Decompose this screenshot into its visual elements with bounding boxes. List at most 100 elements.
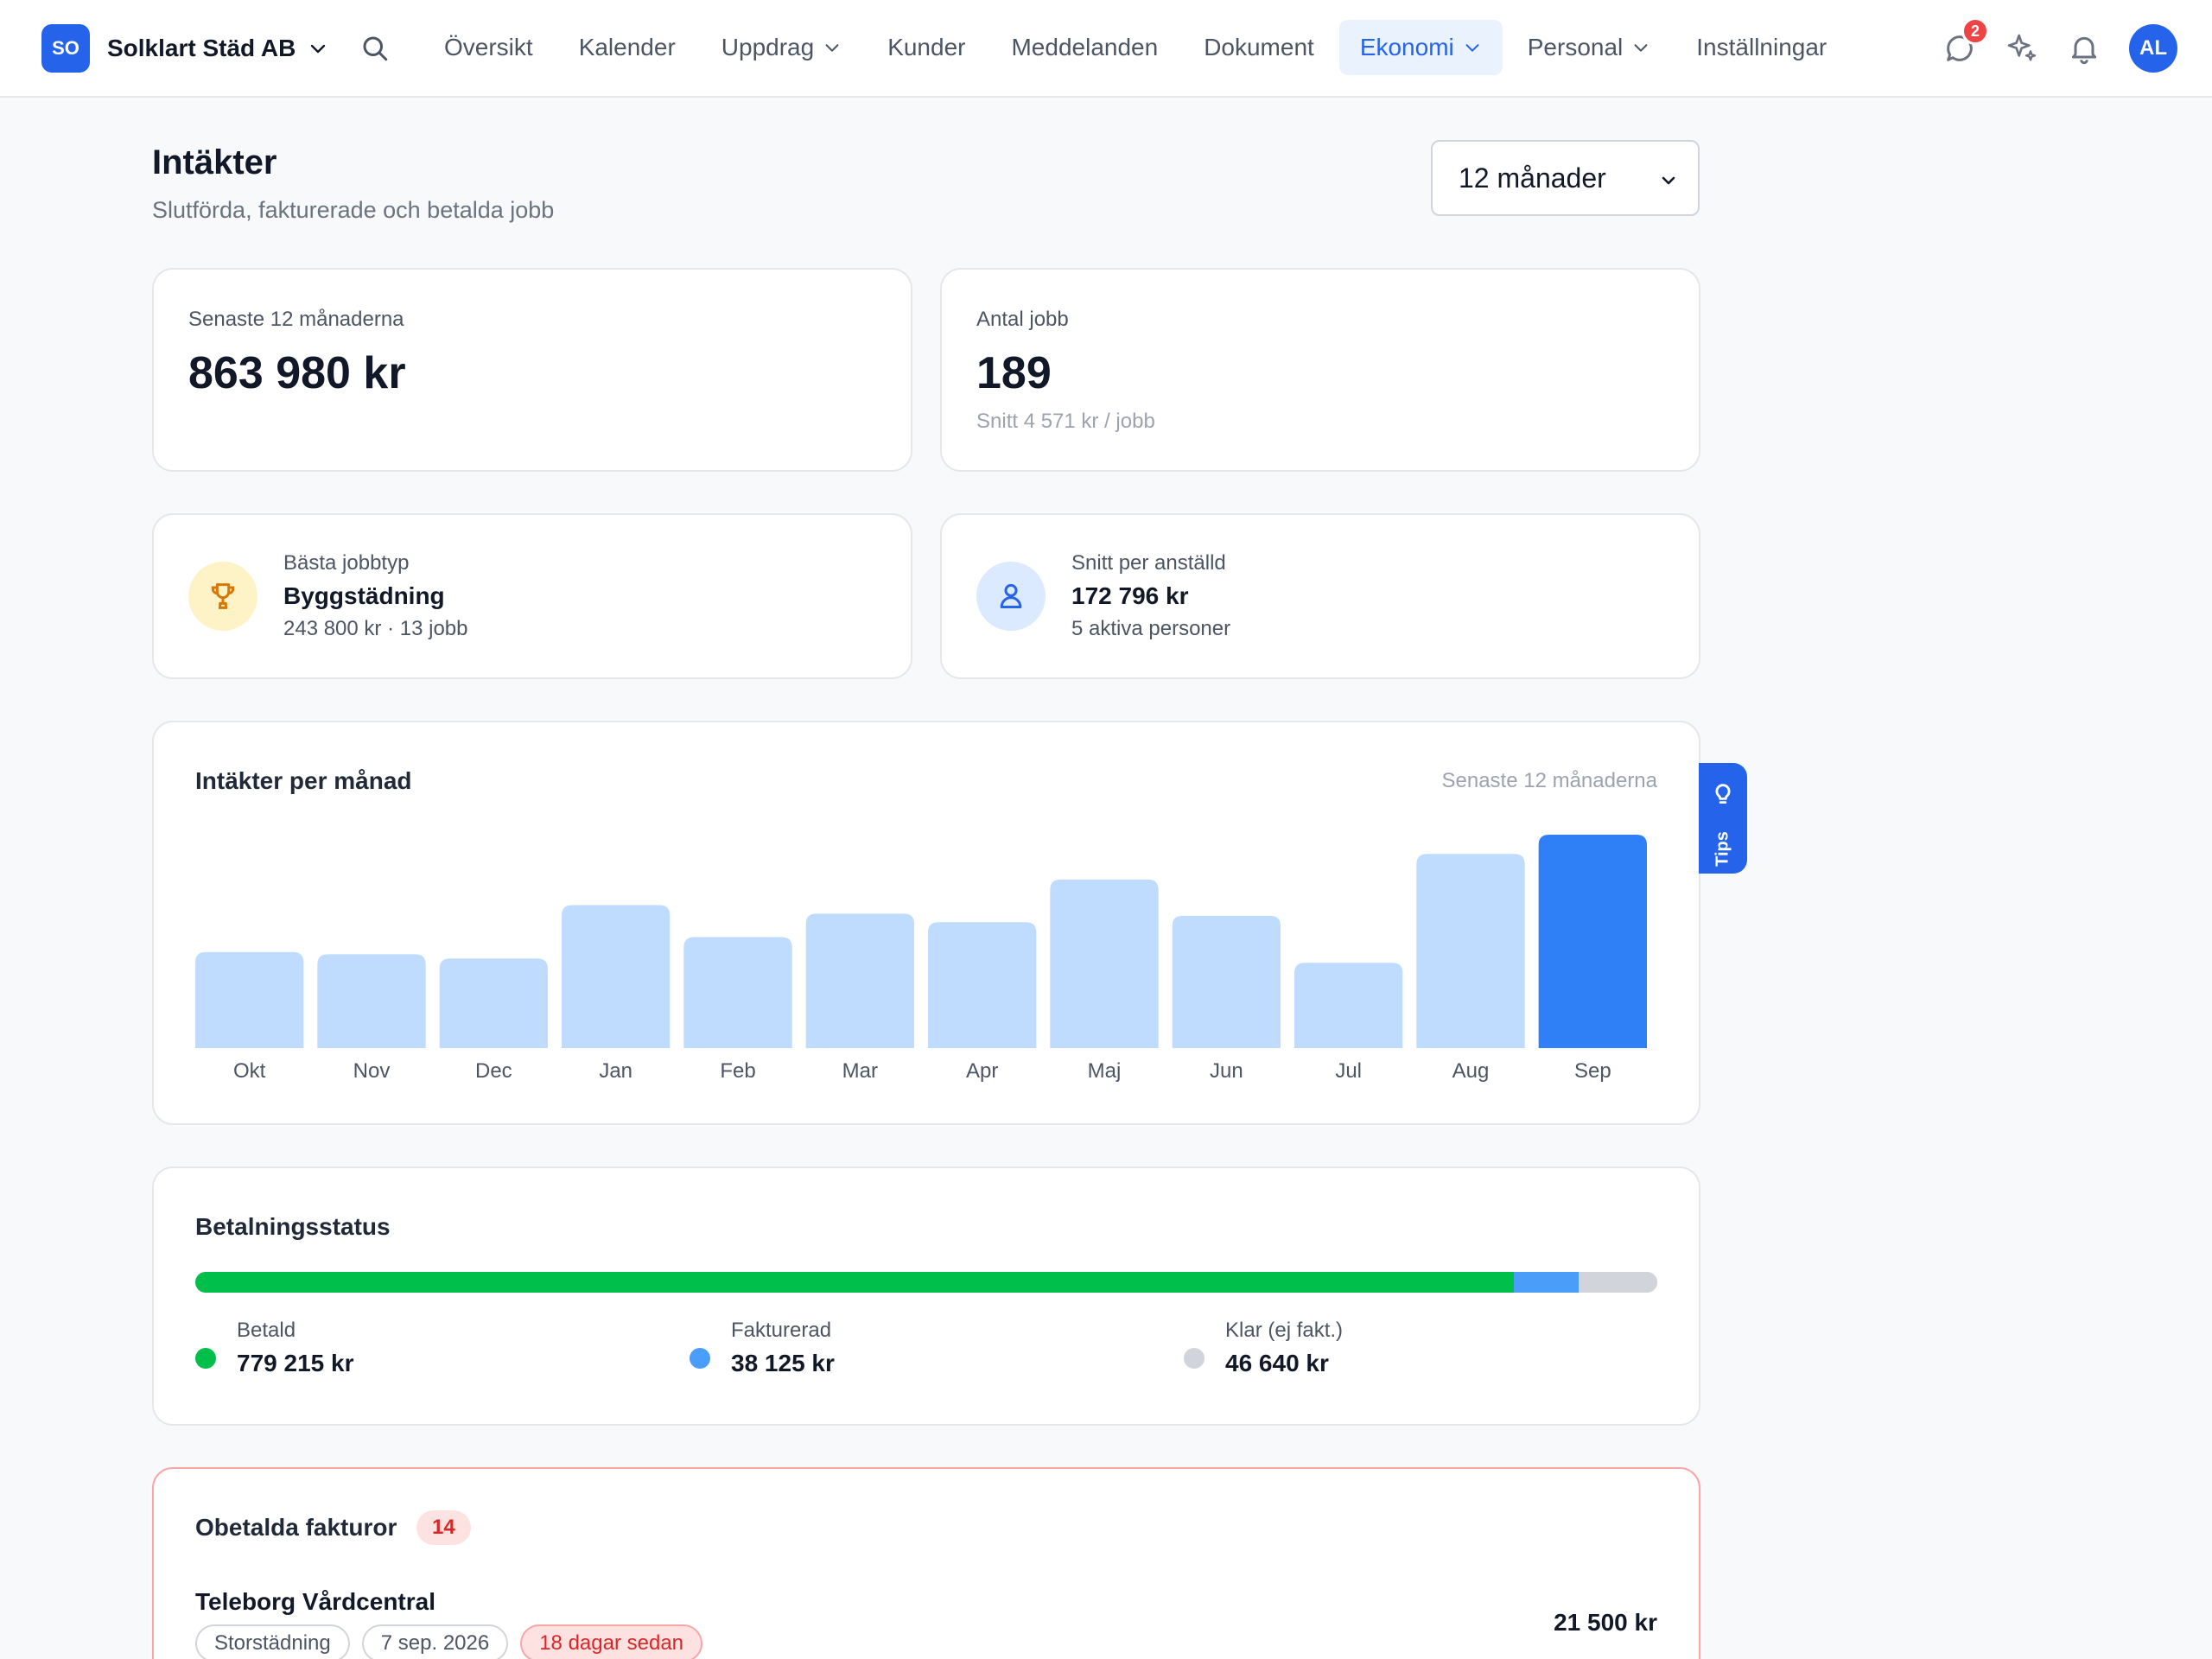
chart-bar-aug[interactable] [1416,854,1525,1048]
x-tick-label: Apr [966,1059,998,1083]
page-title: Intäkter [152,143,277,181]
monthly-revenue-bar-chart: Okt Nov Dec Jan Feb Mar Apr Maj Jun Jul Aug Sep [195,835,1647,1083]
chart-bar-sep[interactable] [1538,835,1647,1048]
lightbulb-icon [1715,784,1731,804]
x-tick-label: Maj [1088,1059,1122,1083]
user-avatar[interactable]: AL [2129,24,2177,73]
chart-bar-jul[interactable] [1294,963,1403,1048]
chevron-down-icon [825,44,839,52]
legend-label: Klar (ej fakt.) [1225,1319,1344,1342]
period-select[interactable]: 12 månader [1431,140,1700,216]
legend-dot [195,1348,216,1369]
company-name: Solklart Städ AB [107,35,296,61]
ai-assistant-button[interactable] [2005,31,2039,66]
invoice-job-type-tag: Storstädning [195,1624,350,1659]
info-label: Bästa jobbtyp [283,551,410,575]
chart-bar-dec[interactable] [439,958,548,1048]
revenue-total-card: Senaste 12 månaderna 863 980 kr [152,268,912,472]
nav-item-uppdrag[interactable]: Uppdrag [701,20,862,75]
best-job-type-card: Bästa jobbtyp Byggstädning 243 800 kr · … [152,513,912,679]
info-value: Byggstädning [283,582,445,609]
nav-item-label: Översikt [444,34,533,60]
chart-bar-maj[interactable] [1050,879,1159,1048]
legend-value: 46 640 kr [1225,1350,1329,1376]
user-icon-circle [976,562,1046,631]
x-tick-label: Jun [1210,1059,1243,1083]
top-actions: 2 AL [1942,17,2177,76]
nav-item-meddelanden[interactable]: Meddelanden [990,20,1179,75]
info-value: 172 796 kr [1071,582,1189,609]
chart-period-note: Senaste 12 månaderna [1441,769,1657,792]
invoice-customer: Teleborg Vårdcentral [195,1588,436,1615]
payment-segment-ready-not-invoiced [1578,1272,1657,1293]
chevron-down-icon [1465,44,1479,52]
page-subtitle: Slutförda, fakturerade och betalda jobb [152,197,555,223]
nav-item-ekonomi[interactable]: Ekonomi [1338,20,1503,75]
chart-bar-okt[interactable] [195,951,304,1048]
period-select-value: 12 månader [1459,162,1606,194]
payment-status-card: Betalningsstatus Betald 779 215 kr Faktu… [152,1166,1700,1426]
notifications-button[interactable] [2067,31,2101,66]
stat-sub: Snitt 4 571 kr / jobb [976,410,1155,433]
nav-item-oversikt[interactable]: Översikt [423,20,554,75]
chart-bar-nov[interactable] [317,954,426,1048]
chart-bar-jan[interactable] [562,905,671,1048]
payment-status-bar [195,1272,1657,1293]
nav-item-label: Kunder [887,34,966,60]
nav-item-label: Personal [1527,34,1624,60]
x-tick-label: Jul [1335,1059,1362,1083]
chevron-down-icon [1662,176,1675,185]
nav-item-label: Dokument [1204,34,1314,60]
chat-bubble-icon [1947,35,1973,61]
company-logo: SO [41,24,90,73]
legend-value: 38 125 kr [731,1350,835,1376]
info-label: Snitt per anställd [1071,551,1226,575]
x-tick-label: Aug [1452,1059,1490,1083]
chart-bar-feb[interactable] [683,937,792,1048]
info-sub: 5 aktiva personer [1071,617,1231,640]
x-tick-label: Okt [233,1059,266,1083]
nav-item-personal[interactable]: Personal [1507,20,1672,75]
nav-item-kunder[interactable]: Kunder [867,20,986,75]
nav-item-label: Ekonomi [1359,34,1454,60]
invoice-date-tag: 7 sep. 2026 [361,1624,509,1659]
nav-item-dokument[interactable]: Dokument [1183,20,1335,75]
bell-icon [2072,36,2096,65]
search-icon[interactable] [359,33,391,64]
sparkles-icon [2007,34,2037,61]
messages-button[interactable]: 2 [1942,17,1989,66]
payment-segment-paid [195,1272,1514,1293]
nav-item-kalender[interactable]: Kalender [558,20,696,75]
nav-item-installningar[interactable]: Inställningar [1675,20,1847,75]
trophy-icon [211,583,235,609]
nav-item-label: Kalender [578,34,676,60]
trophy-icon-circle [188,562,257,631]
chart-bar-mar[interactable] [805,913,914,1048]
stat-value: 863 980 kr [188,348,406,398]
unpaid-invoices-card: Obetalda fakturor 14 Teleborg Vårdcentra… [152,1467,1700,1659]
nav-item-label: Inställningar [1696,34,1827,60]
x-tick-label: Feb [720,1059,755,1083]
legend-label: Betald [237,1319,296,1342]
chart-bar-apr[interactable] [928,922,1037,1048]
x-tick-label: Sep [1574,1059,1611,1083]
unpaid-count-badge: 14 [416,1510,471,1545]
tips-tab[interactable]: Tips [1699,763,1747,874]
legend-label: Fakturerad [731,1319,832,1342]
chart-bar-jun[interactable] [1172,915,1281,1048]
notification-count-badge: 2 [1961,17,1989,45]
invoice-overdue-tag: 18 dagar sedan [520,1624,703,1659]
nav-item-label: Meddelanden [1011,34,1159,60]
payment-status-title: Betalningsstatus [195,1213,391,1240]
chevron-down-icon [311,44,326,54]
payment-segment-invoiced [1513,1272,1579,1293]
x-tick-label: Nov [353,1059,391,1083]
monthly-revenue-chart-card: Intäkter per månad Senaste 12 månaderna … [152,721,1700,1125]
legend-value: 779 215 kr [237,1350,354,1376]
tips-label: Tips [1713,831,1732,867]
nav-item-label: Uppdrag [721,34,815,60]
invoice-amount: 21 500 kr [1554,1609,1657,1636]
x-tick-label: Dec [475,1059,512,1083]
company-switcher[interactable]: SO Solklart Städ AB [41,24,328,73]
stat-value: 189 [976,348,1052,398]
